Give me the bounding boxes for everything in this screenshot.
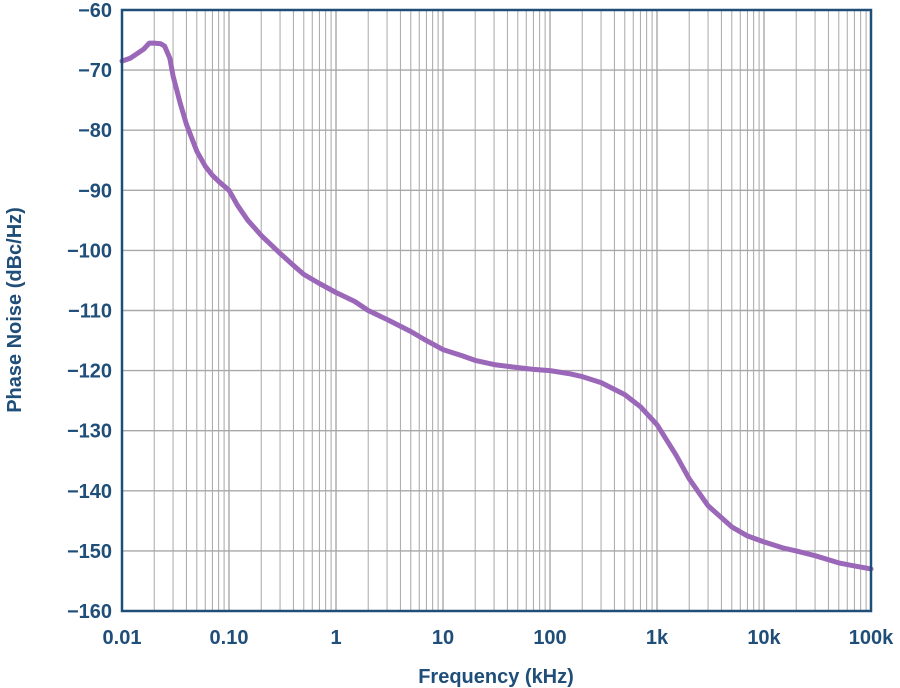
plot-frame — [120, 8, 873, 613]
y-tick-label: −90 — [78, 180, 112, 202]
x-tick-label: 1k — [646, 627, 669, 649]
y-tick-label: −80 — [78, 120, 112, 142]
y-tick-label: −100 — [67, 240, 112, 262]
x-tick-label: 10 — [432, 627, 454, 649]
x-tick-label: 0.01 — [103, 627, 142, 649]
x-tick-label: 10k — [747, 627, 781, 649]
y-tick-label: −130 — [67, 421, 112, 443]
y-tick-label: −150 — [67, 541, 112, 563]
y-tick-label: −60 — [78, 0, 112, 22]
x-tick-label: 1 — [330, 627, 341, 649]
y-tick-label: −140 — [67, 481, 112, 503]
x-tick-label: 100 — [533, 627, 566, 649]
y-tick-label: −160 — [67, 601, 112, 623]
phase-noise-line — [119, 40, 874, 572]
x-tick-labels: 0.01 0.10 1 10 100 1k 10k 100k — [103, 627, 895, 649]
y-tick-label: −120 — [67, 361, 112, 383]
x-tick-label: 100k — [849, 627, 894, 649]
y-tick-label: −70 — [78, 60, 112, 82]
series-layer — [119, 40, 874, 572]
y-axis-title: Phase Noise (dBc/Hz) — [4, 207, 26, 413]
grid — [122, 10, 871, 611]
x-tick-label: 0.10 — [210, 627, 249, 649]
y-tick-labels: −60 −70 −80 −90 −100 −110 −120 −130 −140 −150 −160 — [67, 0, 112, 623]
y-tick-label: −110 — [68, 301, 112, 323]
x-axis-title: Frequency (kHz) — [418, 666, 574, 688]
